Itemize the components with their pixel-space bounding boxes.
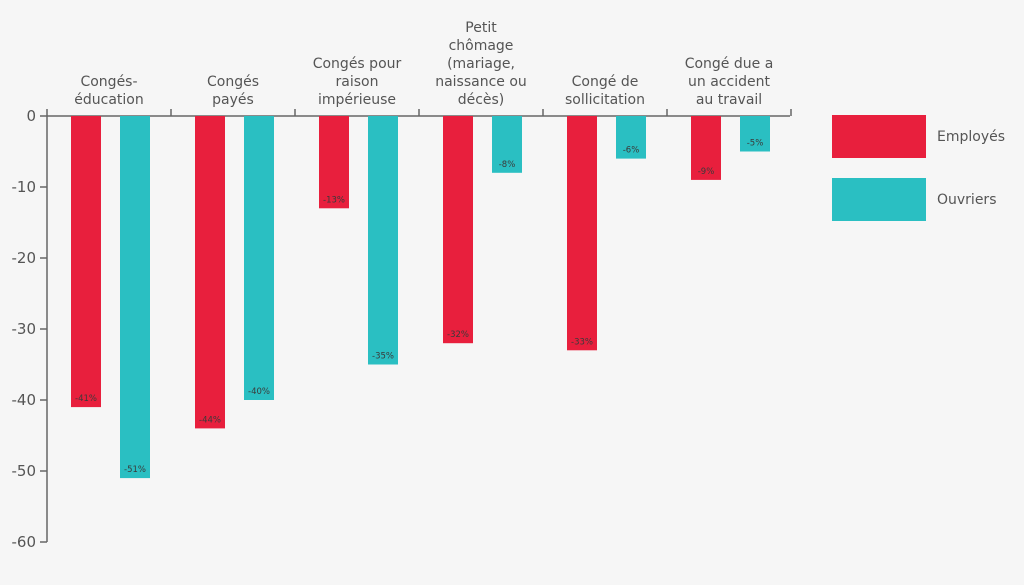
bar [319,116,349,209]
bar [368,116,398,365]
bar-value-label: -40% [248,387,270,397]
bar-value-label: -33% [571,337,593,347]
bar [443,116,473,344]
bar [195,116,225,429]
y-tick-label: -10 [12,178,37,196]
bar [71,116,101,408]
legend-swatch [832,178,926,221]
bar [616,116,646,159]
bar [567,116,597,351]
bar [740,116,770,152]
bar-value-label: -51% [124,465,146,475]
bar-value-label: -9% [698,167,715,177]
bar-value-label: -41% [75,394,97,404]
bar-value-label: -44% [199,415,221,425]
legend-label: Ouvriers [937,192,997,208]
category-label: Congés payés [207,74,259,108]
bar-value-label: -35% [372,352,394,362]
category-label: Congé due a un accident au travail [685,56,774,108]
bar [244,116,274,400]
bar-value-label: -32% [447,330,469,340]
legend-swatch [832,115,926,158]
bar [691,116,721,180]
category-label: Petit chômage (mariage, naissance ou décès) [435,20,527,108]
bar-value-label: -5% [747,139,764,149]
y-tick-label: -50 [12,462,37,480]
bar-value-label: -8% [499,160,516,170]
y-tick-label: -20 [12,249,37,267]
legend-label: Employés [937,129,1005,145]
y-tick-label: 0 [26,107,36,125]
category-label: Congés-éducation [74,74,143,108]
bar-value-label: -6% [623,146,640,156]
bar [492,116,522,173]
category-label: Congés pour raison impérieuse [313,56,402,108]
y-tick-label: -40 [12,391,37,409]
bar [120,116,150,479]
bar-value-label: -13% [323,195,345,205]
category-label: Congé de sollicitation [565,74,645,108]
y-tick-label: -60 [12,533,37,551]
y-tick-label: -30 [12,320,37,338]
